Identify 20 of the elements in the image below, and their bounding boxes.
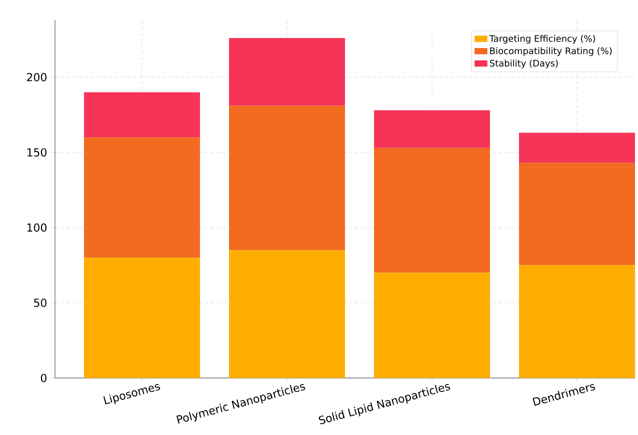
bar — [519, 132, 635, 163]
legend-label: Biocompatibility Rating (%) — [490, 47, 612, 56]
y-tick-label: 150 — [27, 148, 46, 157]
bar — [374, 148, 490, 273]
bar — [84, 258, 200, 378]
bar — [519, 265, 635, 378]
y-tick-label: 0 — [40, 374, 46, 382]
y-tick-label: 50 — [34, 298, 46, 307]
bar — [374, 272, 490, 378]
y-tick-label: 100 — [27, 223, 46, 232]
bar — [229, 106, 345, 250]
legend-label: Stability (Days) — [490, 60, 558, 68]
bar — [519, 162, 635, 266]
bar — [84, 137, 200, 258]
y-tick-label: 200 — [27, 73, 46, 82]
bar — [229, 250, 345, 378]
bar — [84, 92, 200, 138]
bar — [374, 110, 490, 148]
legend-label: Targeting Efficiency (%) — [489, 34, 596, 44]
bar — [229, 38, 345, 106]
